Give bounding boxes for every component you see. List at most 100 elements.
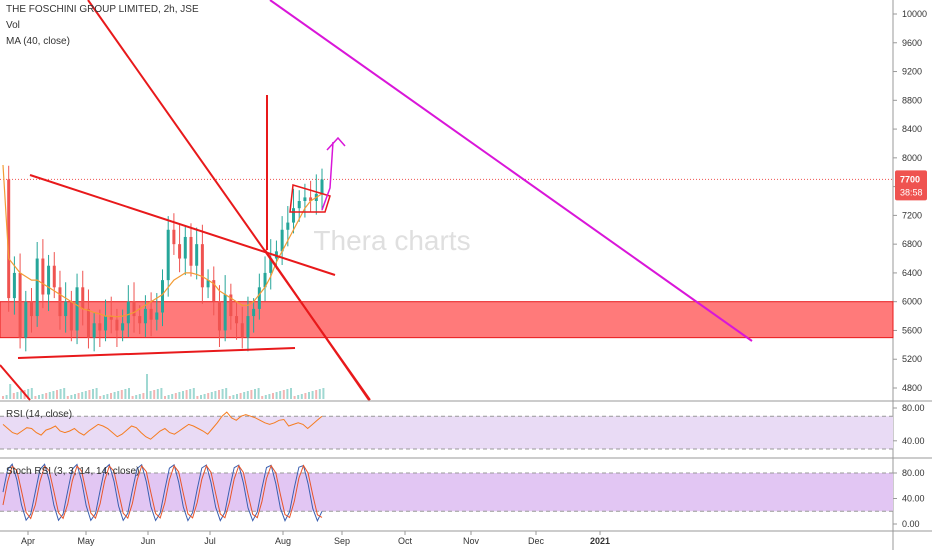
- volume-bar: [293, 396, 296, 399]
- rsi-tick-label: 80.00: [902, 403, 925, 413]
- volume-bar: [160, 388, 163, 399]
- volume-bar: [124, 389, 127, 399]
- time-tick-label: Oct: [398, 536, 413, 546]
- candle-body: [58, 287, 62, 317]
- volume-bar: [308, 392, 310, 399]
- volume-bar: [77, 393, 80, 399]
- stoch-legend: Stoch RSI (3, 3, 14, 14, close): [6, 466, 140, 477]
- candle-body: [303, 197, 307, 201]
- volume-bar: [9, 384, 12, 399]
- volume-bar: [200, 395, 202, 399]
- volume-bar: [149, 391, 152, 399]
- trendline: [29, 174, 336, 276]
- time-tick-label: Jul: [204, 536, 216, 546]
- candle-body: [69, 301, 73, 331]
- candle-body: [81, 287, 85, 309]
- trendline: [17, 347, 296, 359]
- volume-bar: [272, 393, 274, 399]
- time-tick-label: Jun: [141, 536, 156, 546]
- volume-bar: [322, 388, 325, 399]
- volume-bar: [243, 392, 246, 399]
- candle-body: [217, 301, 221, 331]
- projection-line: [269, 0, 753, 342]
- candle-body: [75, 287, 79, 331]
- candle-body: [7, 179, 11, 299]
- trendline: [264, 249, 370, 401]
- candle-body: [246, 316, 250, 338]
- volume-bar: [257, 388, 260, 399]
- volume-bar: [275, 392, 278, 399]
- candle-body: [92, 323, 96, 338]
- time-tick-label: Dec: [528, 536, 545, 546]
- price-tick-label: 10000: [902, 9, 927, 19]
- volume-bar: [246, 391, 249, 399]
- stoch-tick-label: 40.00: [902, 494, 925, 504]
- volume-bar: [110, 393, 112, 399]
- time-tick-label: 2021: [590, 536, 610, 546]
- price-tick-label: 4800: [902, 383, 922, 393]
- volume-bar: [2, 396, 4, 399]
- candle-body: [18, 272, 22, 338]
- pennant-pattern: [289, 184, 331, 213]
- volume-bar: [52, 391, 55, 399]
- candle-body: [138, 316, 142, 324]
- price-tick-label: 8400: [902, 124, 922, 134]
- candle-body: [115, 319, 119, 331]
- price-tick-label: 9200: [902, 67, 922, 77]
- volume-bar: [221, 389, 224, 399]
- candle-body: [252, 308, 256, 317]
- price-badge: [895, 170, 927, 201]
- trendline: [0, 364, 31, 401]
- volume-bar: [156, 389, 159, 399]
- volume-bar: [189, 389, 192, 399]
- volume-bar: [225, 388, 228, 399]
- volume-bar: [207, 393, 210, 399]
- candle-body: [257, 287, 261, 309]
- volume-bar: [174, 393, 177, 399]
- price-tick-label: 7200: [902, 210, 922, 220]
- volume-bar: [146, 374, 148, 399]
- volume-bar: [56, 390, 58, 399]
- volume-bar: [236, 394, 238, 399]
- volume-bar: [95, 388, 98, 399]
- rsi-band: [0, 416, 893, 449]
- price-tick-label: 9600: [902, 38, 922, 48]
- time-tick-label: Sep: [334, 536, 350, 546]
- volume-bar: [84, 391, 87, 399]
- rsi-tick-label: 40.00: [902, 436, 925, 446]
- volume-bar: [268, 394, 271, 399]
- volume-bar: [214, 391, 217, 399]
- rsi-line: [2, 411, 323, 440]
- candle-body: [161, 280, 164, 313]
- candle-body: [29, 301, 33, 317]
- volume-bar: [135, 395, 138, 399]
- volume-bar: [196, 396, 199, 399]
- volume-bar: [178, 392, 181, 399]
- volume-bar: [182, 391, 184, 399]
- volume-bar: [286, 389, 289, 399]
- price-badge-timer: 38:58: [900, 187, 923, 197]
- candle-body: [178, 244, 182, 259]
- time-tick-label: Apr: [21, 536, 35, 546]
- stoch-tick-label: 80.00: [902, 468, 925, 478]
- candle-body: [212, 280, 216, 302]
- volume-bar: [138, 394, 141, 399]
- stoch-band: [0, 473, 893, 512]
- volume-bar: [92, 389, 94, 399]
- volume-bar: [128, 388, 130, 399]
- volume-bar: [74, 394, 76, 399]
- volume-bar: [228, 396, 231, 399]
- candle-body: [320, 179, 324, 194]
- candle-body: [280, 229, 284, 252]
- volume-bar: [250, 390, 253, 399]
- projection-arrow: [321, 141, 334, 211]
- volume-bar: [34, 396, 37, 399]
- price-tick-label: 8000: [902, 153, 922, 163]
- rsi-legend: RSI (14, close): [6, 409, 73, 420]
- price-tick-label: 6000: [902, 297, 922, 307]
- candle-body: [235, 316, 239, 324]
- candle-body: [309, 197, 313, 201]
- volume-bar: [300, 394, 303, 399]
- candle-body: [166, 229, 170, 281]
